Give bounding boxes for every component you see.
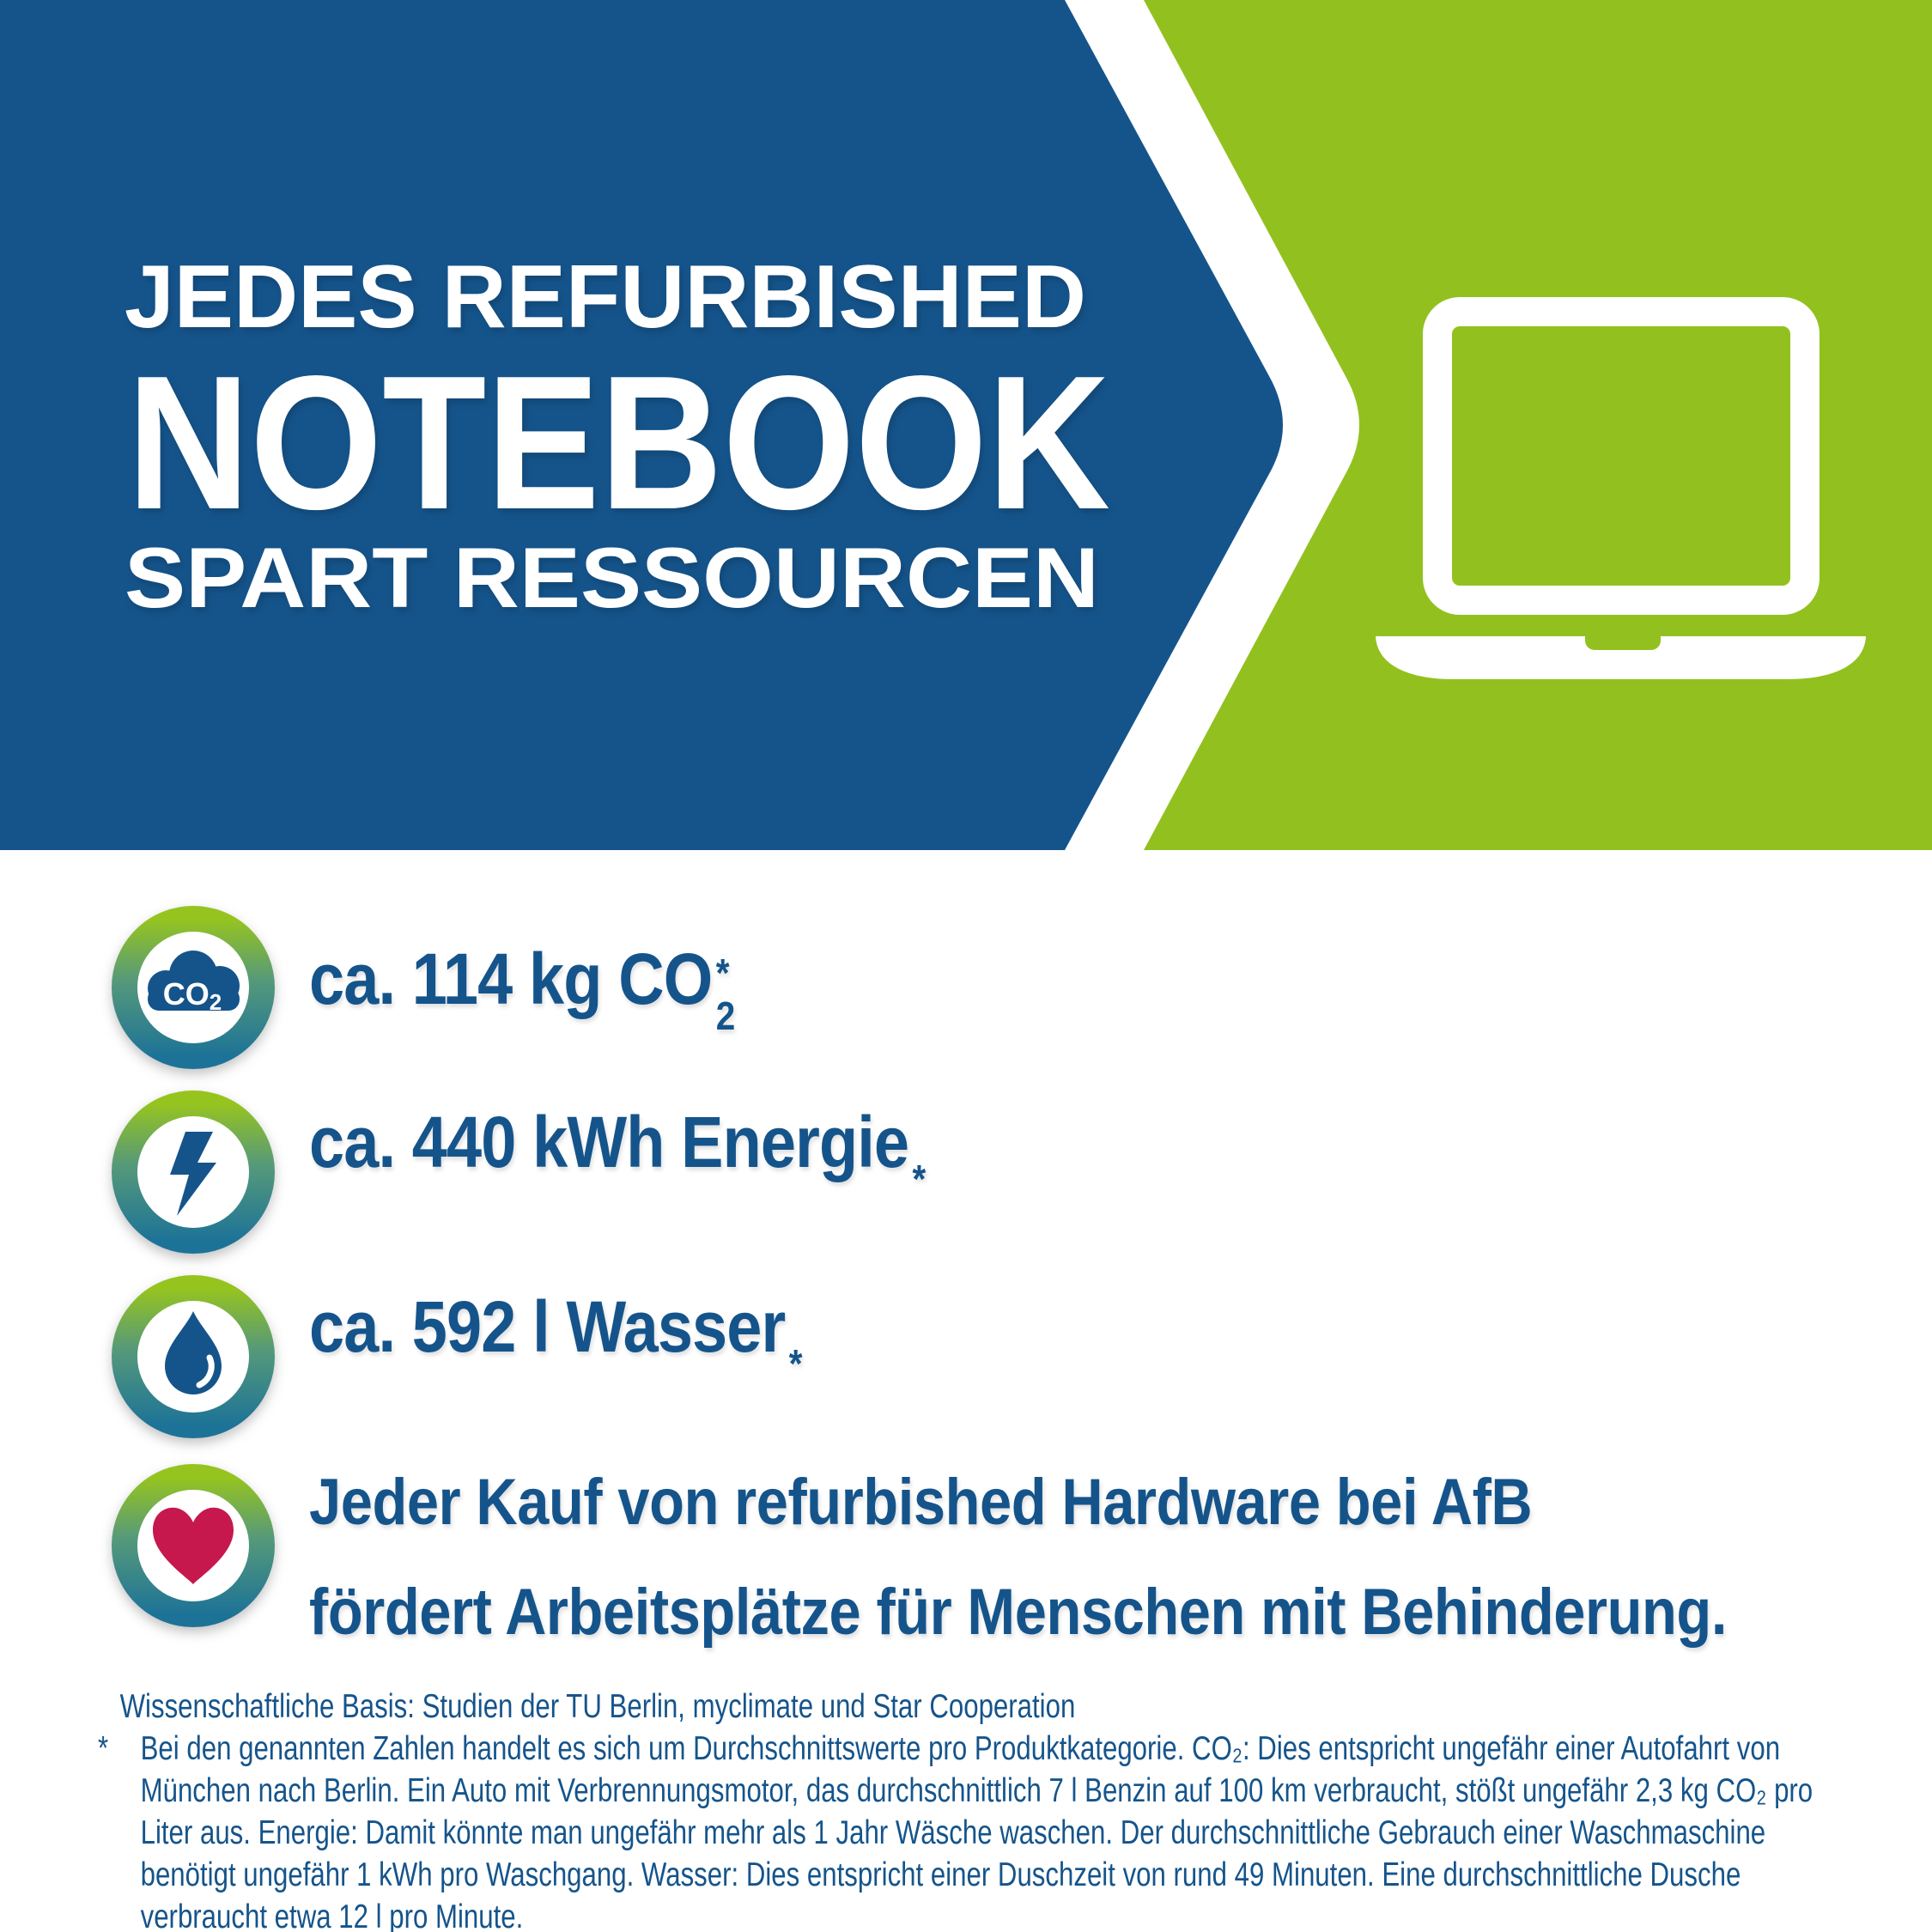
stat-energy-asterisk: * bbox=[912, 1157, 927, 1201]
lightning-icon bbox=[112, 1091, 275, 1254]
footnote-line: Bei den genannten Zahlen handelt es sich… bbox=[140, 1730, 1781, 1767]
footnote-marker: * bbox=[98, 1730, 109, 1767]
banner-title-line1: JEDES REFURBISHED bbox=[125, 247, 1086, 347]
co2-label-sub: 2 bbox=[210, 989, 222, 1015]
svg-text:CO2: CO2 bbox=[163, 976, 222, 1015]
footnote-line: München nach Berlin. Ein Auto mit Verbre… bbox=[140, 1772, 1814, 1809]
stat-water-text: ca. 592 l Wasser * bbox=[309, 1285, 803, 1428]
heart-icon bbox=[112, 1464, 275, 1627]
banner-title-line2: NOTEBOOK bbox=[127, 337, 1110, 550]
blue-arrow-banner bbox=[0, 0, 1283, 850]
footnote-line: Liter aus. Energie: Damit könnte man ung… bbox=[140, 1814, 1766, 1851]
impact-row bbox=[112, 1464, 1880, 1627]
stat-row-energy: ca. 440 kWh Energie * bbox=[112, 1091, 1880, 1254]
footnote-line: benötigt ungefähr 1 kWh pro Waschgang. W… bbox=[140, 1856, 1741, 1893]
stat-row-water: ca. 592 l Wasser * bbox=[112, 1275, 1880, 1438]
stat-row-co2: CO2 ca. 114 kg CO * 2 bbox=[112, 906, 1880, 1069]
footnote-line: verbraucht etwa 12 l pro Minute. bbox=[140, 1899, 524, 1932]
stat-water-subscript bbox=[789, 1385, 802, 1428]
scientific-basis-note: Wissenschaftliche Basis: Studien der TU … bbox=[119, 1688, 1076, 1725]
impact-text-line2: fördert Arbeitsplätze für Menschen mit B… bbox=[309, 1576, 1727, 1649]
stat-co2-value: ca. 114 kg CO bbox=[309, 939, 713, 1019]
co2-cloud-icon: CO2 bbox=[112, 906, 275, 1069]
stat-co2-text: ca. 114 kg CO * 2 bbox=[309, 938, 736, 1038]
stat-energy-subscript bbox=[913, 1200, 926, 1243]
stat-energy-text: ca. 440 kWh Energie * bbox=[309, 1101, 927, 1243]
stat-co2-asterisk: * bbox=[715, 951, 730, 995]
impact-text-line1: Jeder Kauf von refurbished Hardware bei … bbox=[309, 1466, 1533, 1539]
stat-water-asterisk: * bbox=[788, 1341, 803, 1386]
stat-energy-value: ca. 440 kWh Energie bbox=[309, 1102, 909, 1182]
stat-water-value: ca. 592 l Wasser bbox=[309, 1286, 786, 1367]
footnote-text: Bei den genannten Zahlen handelt es sich… bbox=[141, 1728, 1814, 1932]
co2-label: CO bbox=[163, 976, 210, 1012]
footnote: * Bei den genannten Zahlen handelt es si… bbox=[98, 1728, 1813, 1932]
footer-notes: Wissenschaftliche Basis: Studien der TU … bbox=[98, 1686, 1813, 1932]
stat-co2-subscript: 2 bbox=[715, 993, 736, 1038]
banner: JEDES REFURBISHED NOTEBOOK SPART RESSOUR… bbox=[0, 0, 1932, 850]
water-drop-icon bbox=[112, 1275, 275, 1438]
laptop-icon bbox=[1376, 297, 1866, 679]
banner-title-line3: SPART RESSOURCEN bbox=[125, 530, 1099, 625]
